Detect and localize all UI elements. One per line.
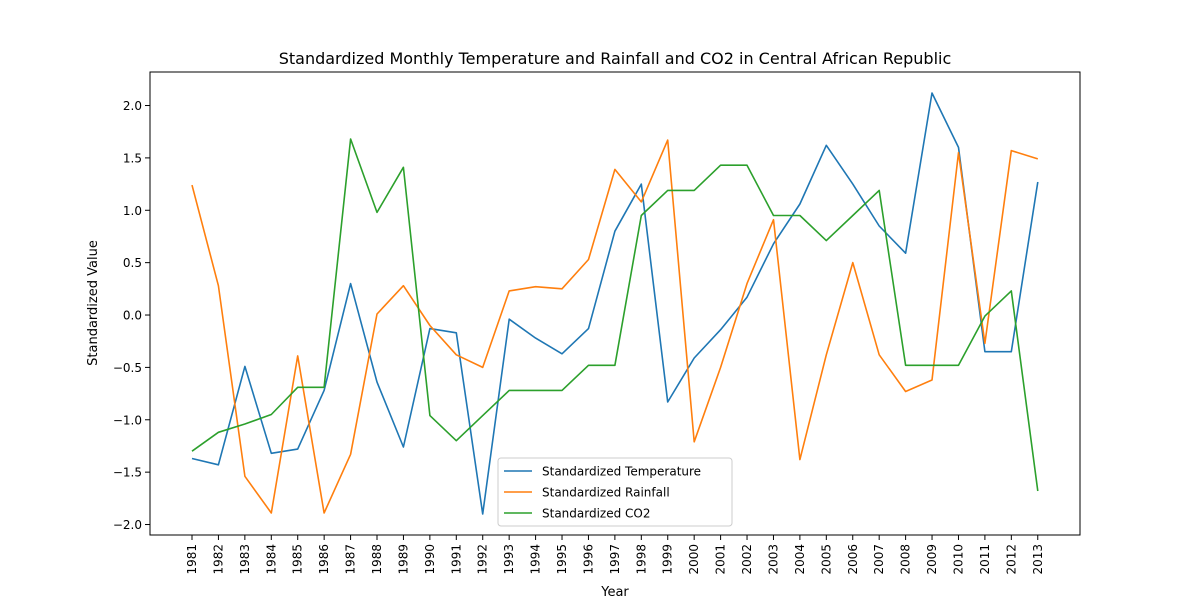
x-tick-label: 2001 [714, 544, 728, 575]
series-line-0 [191, 92, 1039, 515]
x-tick-label: 1996 [581, 544, 595, 575]
y-tick-label: −0.5 [113, 361, 142, 375]
x-tick-label: 2005 [819, 544, 833, 575]
x-tick-label: 2011 [978, 544, 992, 575]
x-tick-label: 2003 [766, 544, 780, 575]
x-tick-label: 1995 [555, 544, 569, 575]
x-tick-label: 2002 [740, 544, 754, 575]
x-tick-label: 2000 [687, 544, 701, 575]
y-tick-label: −1.0 [113, 413, 142, 427]
y-tick-label: 0.5 [123, 256, 142, 270]
y-tick-label: 1.5 [123, 151, 142, 165]
y-axis: −2.0 −1.5 −1.0 −0.5 0.0 0.5 1.0 1.5 2.0 [113, 99, 150, 532]
x-tick-label: 1988 [370, 544, 384, 575]
x-tick-label: 1987 [344, 544, 358, 575]
x-tick-label: 1998 [634, 544, 648, 575]
y-tick-label: 2.0 [123, 99, 142, 113]
x-tick-label: 2009 [925, 544, 939, 575]
x-tick-label: 1989 [396, 544, 410, 575]
legend: Standardized Temperature Standardized Rai… [497, 457, 733, 527]
x-tick-label: 1986 [317, 544, 331, 575]
y-tick-label: −1.5 [113, 466, 142, 480]
x-tick-label: 2004 [793, 544, 807, 575]
x-tick-label: 1984 [264, 544, 278, 575]
legend-label: Standardized CO2 [542, 507, 651, 521]
legend-label: Standardized Temperature [542, 465, 701, 479]
x-tick-label: 1983 [238, 544, 252, 575]
x-tick-label: 1990 [423, 544, 437, 575]
series-line-2 [191, 138, 1039, 492]
x-tick-label: 2008 [899, 544, 913, 575]
y-tick-label: −2.0 [113, 518, 142, 532]
x-tick-label: 1981 [185, 544, 199, 575]
series-layer [191, 92, 1039, 515]
legend-label: Standardized Rainfall [542, 486, 670, 500]
x-tick-label: 1999 [661, 544, 675, 575]
x-axis-label: Year [600, 585, 629, 600]
y-tick-label: 1.0 [123, 204, 142, 218]
x-tick-label: 1994 [529, 544, 543, 575]
x-tick-label: 2006 [846, 544, 860, 575]
y-tick-label: 0.0 [123, 309, 142, 323]
series-line-1 [191, 139, 1039, 514]
y-axis-label: Standardized Value [86, 240, 101, 366]
x-tick-label: 2007 [872, 544, 886, 575]
x-tick-label: 1997 [608, 544, 622, 575]
x-tick-label: 1992 [476, 544, 490, 575]
x-tick-label: 1991 [449, 544, 463, 575]
legend-box [497, 457, 733, 527]
chart-title: Standardized Monthly Temperature and Rai… [279, 49, 952, 68]
x-tick-label: 1982 [211, 544, 225, 575]
x-tick-label: 1993 [502, 544, 516, 575]
x-tick-label: 2010 [951, 544, 965, 575]
x-tick-label: 2013 [1031, 544, 1045, 575]
x-tick-label: 1985 [291, 544, 305, 575]
x-tick-label: 2012 [1004, 544, 1018, 575]
x-axis: 1981 1982 1983 1984 1985 1986 1987 1988 1989 1990… [185, 535, 1045, 575]
